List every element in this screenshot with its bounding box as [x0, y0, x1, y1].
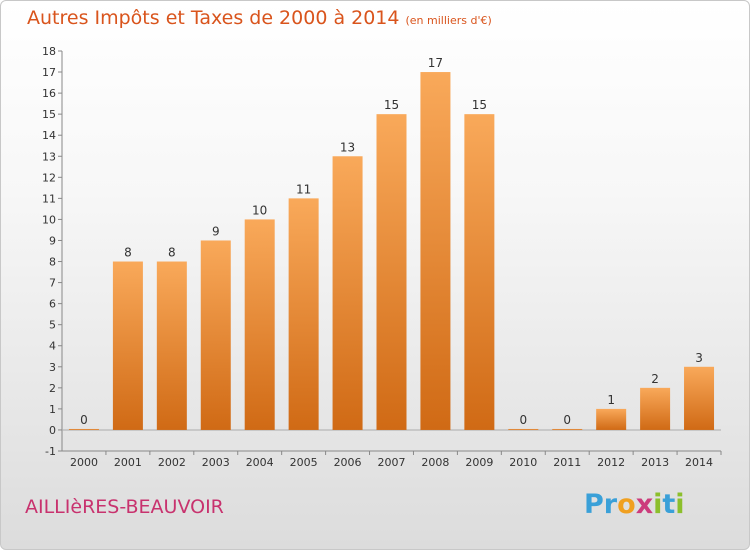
x-tick-label: 2013 — [641, 456, 669, 469]
y-tick-label: 12 — [42, 171, 56, 184]
y-tick-label: 7 — [49, 277, 56, 290]
value-label: 13 — [340, 140, 355, 154]
y-tick-label: -1 — [45, 445, 56, 458]
brand-logo: Proxiti — [584, 489, 685, 520]
bar — [420, 72, 451, 430]
y-tick-label: 8 — [49, 256, 56, 269]
x-tick-label: 2008 — [421, 456, 449, 469]
bar — [244, 219, 275, 430]
brand-letter: r — [603, 489, 618, 520]
x-tick-label: 2007 — [378, 456, 406, 469]
bar — [640, 387, 671, 430]
value-label: 15 — [384, 98, 399, 112]
chart-title: Autres Impôts et Taxes de 2000 à 2014 (en… — [27, 7, 492, 29]
bar — [596, 408, 627, 430]
x-tick-label: 2010 — [509, 456, 537, 469]
value-label: 3 — [695, 351, 703, 365]
value-label: 1 — [607, 393, 615, 407]
y-tick-label: 1 — [49, 403, 56, 416]
x-tick-label: 2003 — [202, 456, 230, 469]
bar — [200, 240, 231, 430]
y-tick-label: 18 — [42, 45, 56, 58]
brand-letter: t — [662, 489, 676, 520]
y-tick-label: 6 — [49, 298, 56, 311]
y-tick-label: 17 — [42, 66, 56, 79]
chart-title-text: Autres Impôts et Taxes de 2000 à 2014 — [27, 7, 400, 29]
bar — [552, 428, 583, 430]
bar — [112, 261, 143, 430]
brand-letter: i — [653, 489, 663, 520]
bar — [464, 114, 495, 430]
x-tick-label: 2014 — [685, 456, 713, 469]
brand-letter: o — [617, 489, 636, 520]
x-tick-label: 2002 — [158, 456, 186, 469]
bar — [332, 156, 363, 430]
x-tick-label: 2009 — [465, 456, 493, 469]
bar — [508, 428, 539, 430]
x-tick-label: 2004 — [246, 456, 274, 469]
y-tick-label: 11 — [42, 192, 56, 205]
value-label: 0 — [563, 413, 571, 427]
value-label: 11 — [296, 182, 311, 196]
value-label: 10 — [252, 203, 267, 217]
y-tick-label: 10 — [42, 213, 56, 226]
y-tick-label: 4 — [49, 340, 56, 353]
x-tick-label: 2006 — [334, 456, 362, 469]
value-label: 17 — [428, 56, 443, 70]
chart-subtitle: (en milliers d'€) — [405, 14, 492, 27]
chart-bars — [68, 72, 715, 430]
x-tick-label: 2005 — [290, 456, 318, 469]
value-label: 8 — [124, 246, 132, 260]
y-tick-label: 5 — [49, 319, 56, 332]
x-tick-label: 2011 — [553, 456, 581, 469]
y-tick-label: 2 — [49, 382, 56, 395]
y-tick-label: 13 — [42, 150, 56, 163]
brand-letter: P — [584, 489, 604, 520]
y-tick-label: 0 — [49, 424, 56, 437]
value-label: 9 — [212, 224, 220, 238]
x-tick-label: 2001 — [114, 456, 142, 469]
chart-labels: 0200082001820029200310200411200513200615… — [70, 56, 713, 469]
bar — [684, 366, 715, 430]
commune-name: AILLIèRES-BEAUVOIR — [25, 496, 224, 518]
value-label: 0 — [80, 413, 88, 427]
y-tick-label: 3 — [49, 361, 56, 374]
y-tick-label: 9 — [49, 234, 56, 247]
brand-letter: i — [675, 489, 685, 520]
y-tick-label: 14 — [42, 129, 56, 142]
x-tick-label: 2000 — [70, 456, 98, 469]
brand-letter: x — [635, 489, 654, 520]
value-label: 0 — [519, 413, 527, 427]
bar — [376, 114, 407, 430]
x-tick-label: 2012 — [597, 456, 625, 469]
bar — [288, 198, 319, 430]
y-tick-label: 16 — [42, 87, 56, 100]
bar — [156, 261, 187, 430]
value-label: 15 — [472, 98, 487, 112]
value-label: 2 — [651, 372, 659, 386]
bar — [68, 428, 99, 430]
value-label: 8 — [168, 246, 176, 260]
y-tick-label: 15 — [42, 108, 56, 121]
